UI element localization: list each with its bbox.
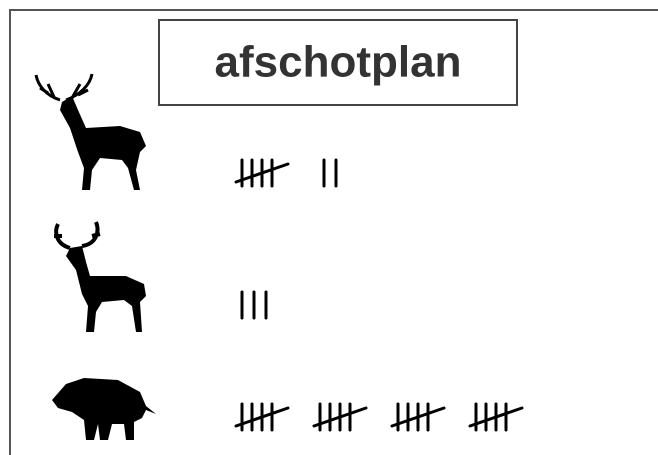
- wild-boar-icon: [52, 378, 156, 440]
- tally-marks: [234, 158, 338, 188]
- title: afschotplan: [215, 38, 462, 87]
- tally-cross: [390, 406, 446, 428]
- tally-cross: [234, 162, 290, 184]
- red-deer-icon: [34, 73, 146, 190]
- tally-cross: [468, 406, 524, 428]
- fallow-deer-icon: [54, 221, 146, 332]
- tally-marks: [234, 402, 524, 432]
- title-box: [158, 19, 518, 106]
- tallies: [234, 158, 524, 432]
- tally-marks: [240, 290, 268, 320]
- tally-cross: [312, 406, 368, 428]
- tally-cross: [234, 406, 290, 428]
